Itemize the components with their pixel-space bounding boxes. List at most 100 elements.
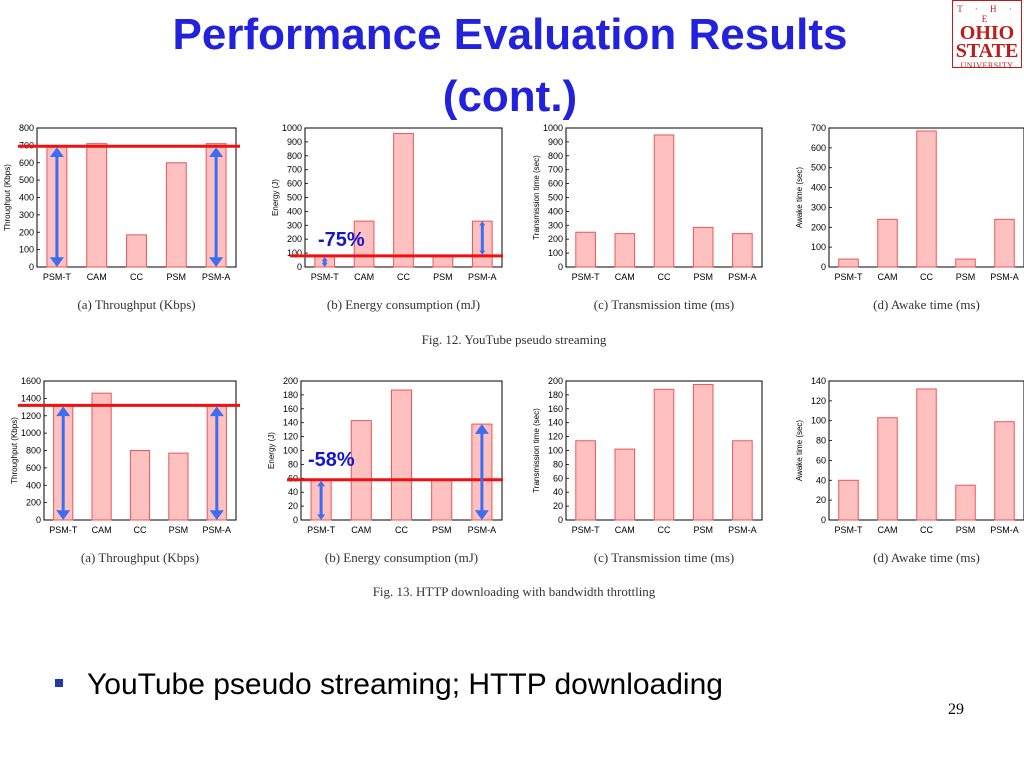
y-tick-label: 400 [19,193,34,203]
y-tick-label: 100 [19,245,34,255]
x-tick-label: CAM [615,272,635,282]
x-tick-label: PSM [693,272,713,282]
y-tick-label: 800 [548,151,563,161]
x-tick-label: CAM [354,272,374,282]
bar-cam [877,417,898,521]
bullet-item: YouTube pseudo streaming; HTTP downloadi… [55,668,723,702]
y-tick-label: 500 [287,193,302,203]
energy-reduction-label-fig13: -58% [308,449,355,471]
logo-line1: OHIO [959,22,1015,44]
y-tick-label: 0 [821,262,826,272]
y-tick-label: 1600 [21,376,41,386]
bullet-marker [55,679,63,688]
y-tick-label: 1000 [282,123,302,133]
y-tick-label: 100 [811,416,826,426]
y-tick-label: 1200 [21,411,41,421]
x-tick-label: PSM-T [43,272,72,282]
y-tick-label: 100 [811,242,826,252]
overlay-layer [18,144,503,520]
bar-psm-a [732,440,753,521]
chart-5: 020406080100120140160180200PSM-TCAMCCPSM… [267,376,503,565]
panel-caption: (b) Energy consumption (mJ) [325,550,478,565]
y-axis-label: Transmission time (sec) [532,408,541,493]
bar-psm [955,484,976,521]
x-tick-label: PSM-A [468,272,497,282]
y-tick-label: 60 [816,455,826,465]
x-tick-label: PSM [956,525,976,535]
y-tick-label: 0 [297,262,302,272]
y-tick-label: 700 [287,165,302,175]
bar-psm-t [838,258,859,268]
y-tick-label: 140 [283,418,298,428]
x-tick-label: CC [397,272,410,282]
arrow-head-down [56,510,71,520]
x-tick-label: CAM [878,525,898,535]
x-tick-label: CAM [87,272,107,282]
bar-cc [653,388,675,521]
y-tick-label: 500 [19,175,34,185]
arrow-head-up [317,480,326,487]
y-axis-label: Throughput (Kbps) [10,417,19,484]
y-tick-label: 400 [26,480,41,490]
x-tick-label: PSM-A [202,272,231,282]
energy-reduction-label-fig12: -75% [318,229,365,251]
chart-3: 0 100 200 300 400 500 600 700 PSM-T CAM CC PSM PSM-A… [795,123,1024,312]
bar-psm [168,452,189,521]
figure-12-caption: Fig. 12. YouTube pseudo streaming [422,332,607,347]
arrow-head-up [49,147,64,158]
x-tick-label: CC [134,525,147,535]
x-tick-label: PSM-T [49,525,78,535]
x-tick-label: CC [658,525,671,535]
chart-1: 0 100 200 300 400 500 600 700 800 900 1000 PSM-T CAM… [271,123,503,312]
y-tick-label: 900 [287,137,302,147]
bar-psm-a [732,233,753,268]
arrow-head-up [479,221,486,226]
logo-line3: UNIVERSITY [960,61,1014,70]
y-tick-label: 180 [283,390,298,400]
y-axis-label: Throughput (Kbps) [3,164,12,231]
y-tick-label: 120 [811,396,826,406]
bar-cc [916,130,937,268]
x-tick-label: PSM [433,272,453,282]
bar-cc [126,234,147,268]
y-tick-label: 400 [287,206,302,216]
x-tick-label: CAM [92,525,112,535]
y-tick-label: 0 [293,515,298,525]
y-tick-label: 100 [548,248,563,258]
y-tick-label: 500 [811,163,826,173]
y-tick-label: 140 [811,376,826,386]
slide-title-line1: Performance Evaluation Results [172,10,848,59]
figure-13-caption: Fig. 13. HTTP downloading with bandwidth… [373,584,656,599]
y-tick-label: 80 [288,459,298,469]
x-tick-label: PSM-T [835,272,864,282]
bullet-text: YouTube pseudo streaming; HTTP downloadi… [87,668,723,701]
panel-caption: (b) Energy consumption (mJ) [327,297,480,312]
bar-cam [877,218,898,268]
bar-cam [350,420,372,521]
bar-cc [129,450,151,521]
bar-psm-t [575,440,596,521]
arrow-head-down [49,257,64,267]
y-tick-label: 200 [548,234,563,244]
y-tick-label: 300 [19,210,34,220]
bar-cam [614,233,636,268]
y-tick-label: 20 [816,495,826,505]
arrow-head-down [321,262,328,267]
panel-caption: (a) Throughput (Kbps) [81,550,199,565]
y-tick-label: 200 [548,376,563,386]
y-tick-label: 600 [811,143,826,153]
y-tick-label: 40 [288,487,298,497]
y-tick-label: 400 [548,206,563,216]
y-tick-label: 160 [548,404,563,414]
x-tick-label: PSM-A [203,525,232,535]
x-tick-label: CC [920,525,933,535]
y-tick-label: 200 [26,498,41,508]
y-tick-label: 1400 [21,393,41,403]
panel-caption: (d) Awake time (ms) [873,550,980,565]
y-tick-label: 200 [287,234,302,244]
arrow-head-up [209,406,224,417]
y-tick-label: 100 [287,248,302,258]
y-tick-label: 600 [287,179,302,189]
y-tick-label: 400 [811,183,826,193]
